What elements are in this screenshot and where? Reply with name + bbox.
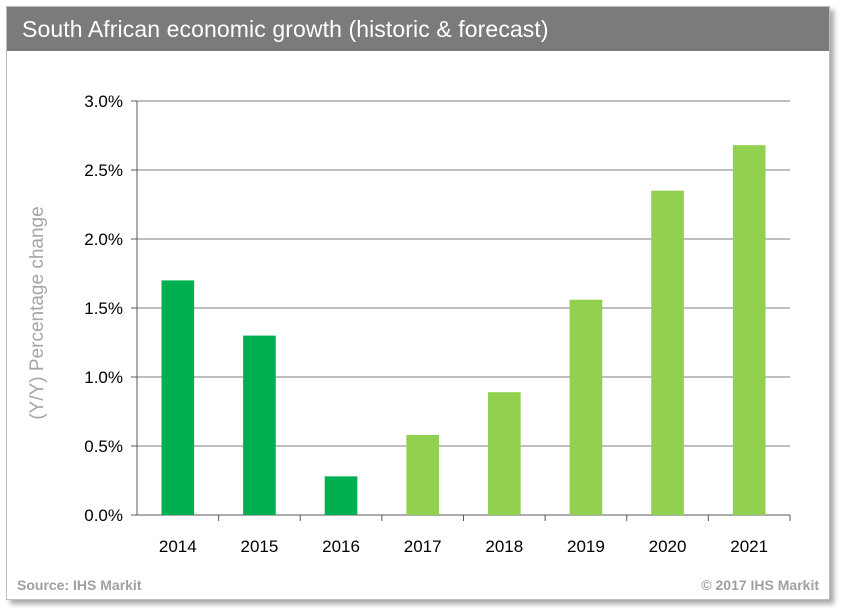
bar-2017 bbox=[406, 434, 440, 515]
y-tick-label: 1.5% bbox=[84, 299, 123, 318]
bar-2015 bbox=[243, 335, 276, 515]
bar-2014 bbox=[161, 280, 195, 515]
x-tick-label: 2014 bbox=[159, 537, 197, 556]
x-tick-label: 2015 bbox=[241, 537, 279, 556]
y-tick-label: 2.5% bbox=[84, 161, 123, 180]
bar-2018 bbox=[487, 392, 521, 515]
y-tick-label: 3.0% bbox=[84, 92, 123, 111]
y-tick-label: 1.0% bbox=[84, 368, 123, 387]
chart-title: South African economic growth (historic … bbox=[22, 16, 549, 42]
x-tick-label: 2021 bbox=[730, 537, 768, 556]
bar-2019 bbox=[569, 299, 603, 515]
bar-2021 bbox=[732, 145, 766, 515]
x-tick-label: 2020 bbox=[649, 537, 687, 556]
x-tick-label: 2019 bbox=[567, 537, 605, 556]
x-tick-label: 2017 bbox=[404, 537, 442, 556]
x-tick-label: 2016 bbox=[322, 537, 360, 556]
x-tick-label: 2018 bbox=[485, 537, 523, 556]
source-note: Source: IHS Markit bbox=[17, 577, 142, 593]
bar-2020 bbox=[651, 190, 684, 515]
chart-frame: South African economic growth (historic … bbox=[6, 6, 830, 600]
y-tick-label: 0.0% bbox=[84, 506, 123, 525]
y-tick-label: 0.5% bbox=[84, 437, 123, 456]
bar-2016 bbox=[324, 476, 358, 515]
copyright-note: © 2017 IHS Markit bbox=[701, 577, 819, 593]
y-axis-title: (Y/Y) Percentage change bbox=[27, 206, 48, 419]
bar-chart: 0.0% 0.5% 1.0% 1.5% 2.0% 2.5% 3.0% 2014 2015 2016… bbox=[27, 92, 791, 556]
y-tick-label: 2.0% bbox=[84, 230, 123, 249]
title-bar: South African economic growth (historic … bbox=[7, 7, 829, 51]
